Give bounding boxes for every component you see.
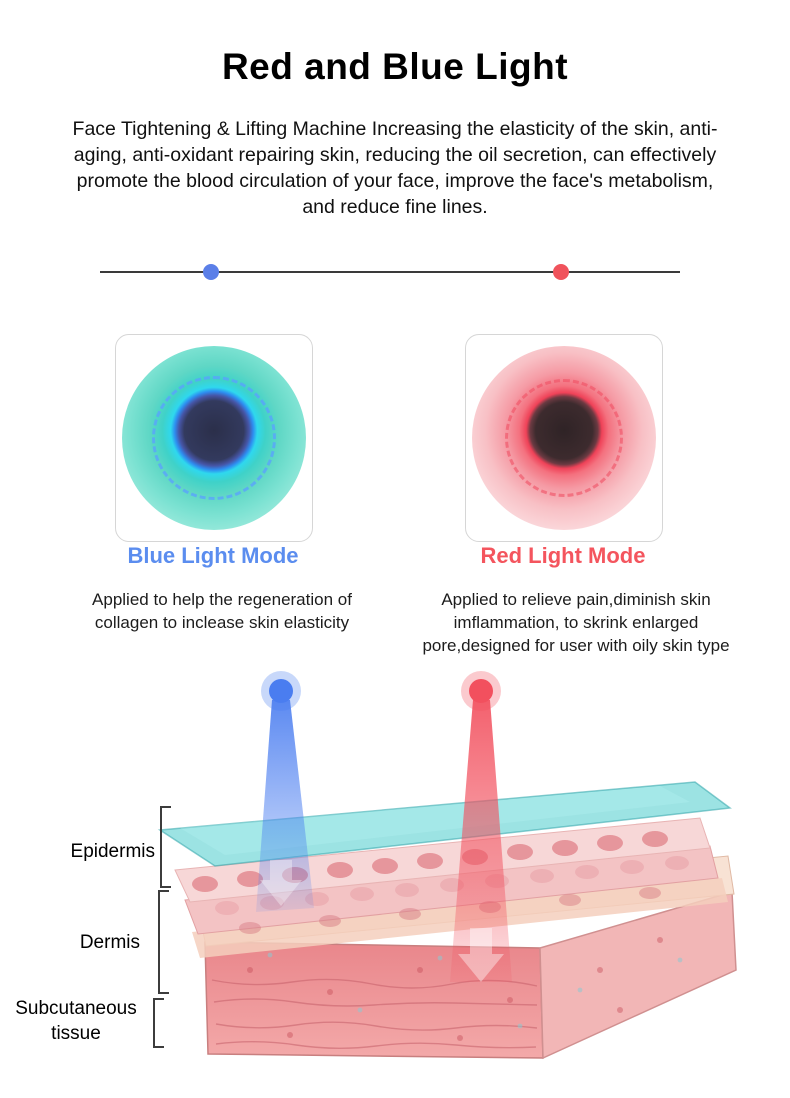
divider xyxy=(100,264,680,280)
dermis-bracket xyxy=(158,890,169,994)
red-device-image xyxy=(472,346,656,530)
skin-diagram-graphic xyxy=(157,671,737,1060)
epidermis-label: Epidermis xyxy=(70,841,155,862)
blue-mode-label: Blue Light Mode xyxy=(127,543,299,568)
red-mode-description: Applied to relieve pain,diminish skin im… xyxy=(422,590,730,655)
skin-layers xyxy=(157,781,737,1060)
subcutaneous-bracket xyxy=(153,998,164,1048)
blue-mode-description: Applied to help the regeneration of coll… xyxy=(92,590,352,632)
page-title: Red and Blue Light xyxy=(221,46,569,87)
epidermis-bracket xyxy=(160,806,171,888)
red-light-beam xyxy=(450,671,512,982)
red-mode-label: Red Light Mode xyxy=(480,543,646,568)
skin-penetration-diagram xyxy=(0,670,790,1098)
blue-mode-card xyxy=(115,334,313,542)
dermis-label: Dermis xyxy=(79,932,140,953)
red-mode-card xyxy=(465,334,663,542)
red-dot-icon xyxy=(553,264,569,280)
blue-dot-icon xyxy=(203,264,219,280)
blue-device-image xyxy=(122,346,306,530)
intro-text: Face Tightening & Lifting Machine Increa… xyxy=(72,118,718,219)
blue-light-beam xyxy=(256,671,314,912)
subcutaneous-label: Subcutaneous tissue xyxy=(15,998,137,1044)
